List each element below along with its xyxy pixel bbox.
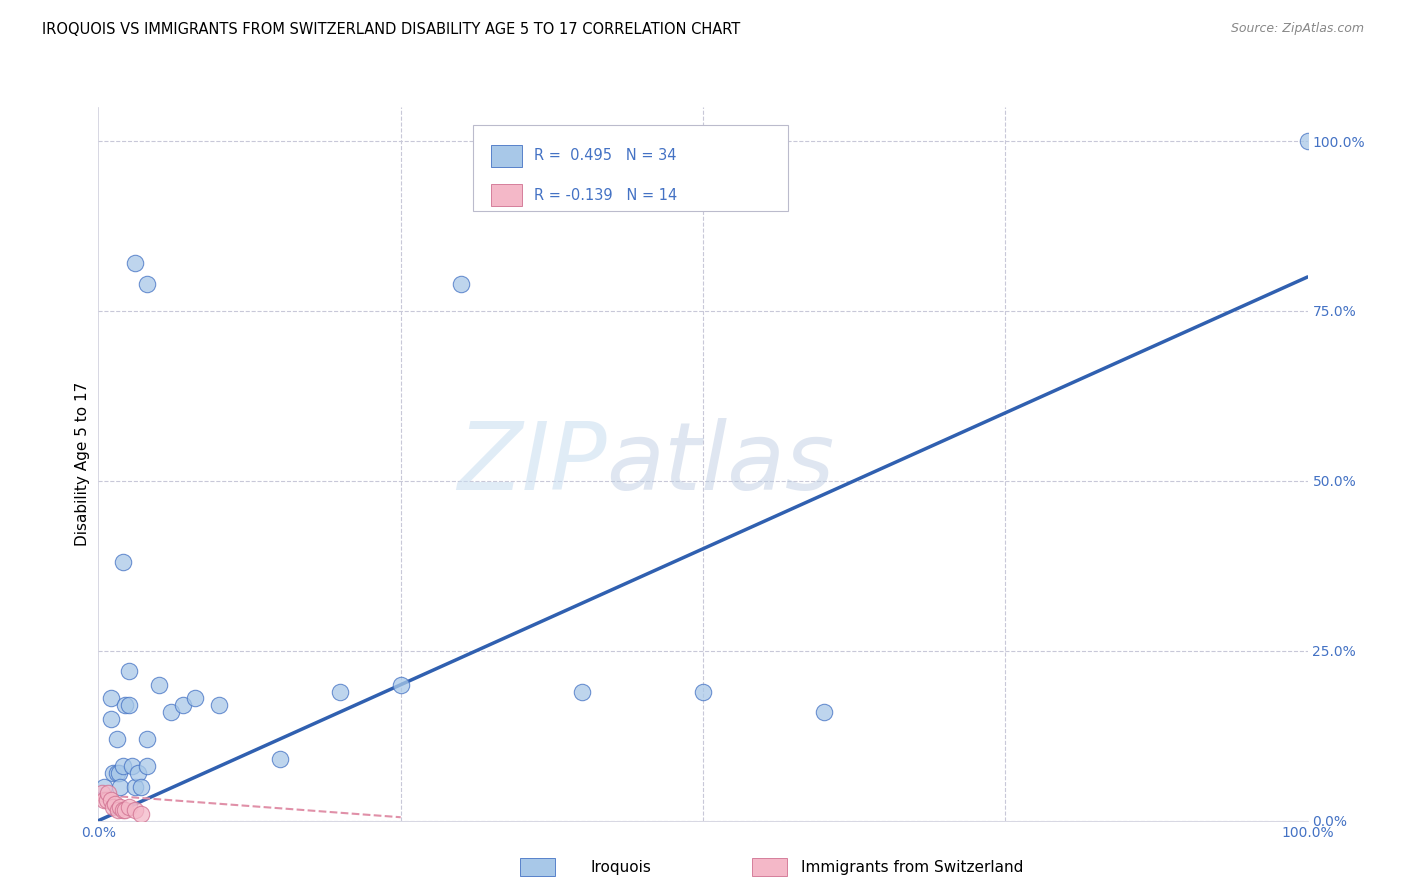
Point xyxy=(121,759,143,773)
Text: R = -0.139   N = 14: R = -0.139 N = 14 xyxy=(534,187,676,202)
Point xyxy=(127,766,149,780)
Point xyxy=(135,732,157,747)
Y-axis label: Disability Age 5 to 17: Disability Age 5 to 17 xyxy=(75,382,90,546)
Point xyxy=(114,698,136,712)
Point xyxy=(108,800,131,814)
Point xyxy=(93,780,115,794)
Point xyxy=(96,793,118,807)
Point xyxy=(269,752,291,766)
Text: IROQUOIS VS IMMIGRANTS FROM SWITZERLAND DISABILITY AGE 5 TO 17 CORRELATION CHART: IROQUOIS VS IMMIGRANTS FROM SWITZERLAND … xyxy=(42,22,741,37)
Point xyxy=(389,678,412,692)
Point xyxy=(184,691,207,706)
Point xyxy=(124,780,146,794)
Point xyxy=(124,804,146,818)
Point xyxy=(91,787,114,801)
Point xyxy=(208,698,231,712)
Point xyxy=(124,256,146,270)
FancyBboxPatch shape xyxy=(474,125,787,211)
Point xyxy=(97,787,120,801)
Point xyxy=(108,766,131,780)
Text: atlas: atlas xyxy=(606,418,835,509)
Point xyxy=(118,664,141,678)
Point xyxy=(111,555,134,569)
Text: Iroquois: Iroquois xyxy=(591,860,651,874)
Point xyxy=(118,800,141,814)
Point xyxy=(571,684,593,698)
Point xyxy=(100,793,122,807)
Point xyxy=(160,705,183,719)
Point xyxy=(135,759,157,773)
Text: Immigrants from Switzerland: Immigrants from Switzerland xyxy=(801,860,1024,874)
Text: Source: ZipAtlas.com: Source: ZipAtlas.com xyxy=(1230,22,1364,36)
Text: R =  0.495   N = 34: R = 0.495 N = 34 xyxy=(534,148,676,163)
Point xyxy=(105,766,128,780)
Point xyxy=(101,800,124,814)
Point xyxy=(105,732,128,747)
Point xyxy=(104,797,127,811)
Point xyxy=(93,793,115,807)
Point xyxy=(329,684,352,698)
Bar xyxy=(492,145,522,167)
Point xyxy=(129,806,152,821)
Point xyxy=(108,780,131,794)
Point xyxy=(1296,134,1319,148)
Point xyxy=(135,277,157,291)
Point xyxy=(118,698,141,712)
Point xyxy=(813,705,835,719)
Point xyxy=(111,804,134,818)
Bar xyxy=(492,185,522,206)
Point xyxy=(107,804,129,818)
Point xyxy=(450,277,472,291)
Point xyxy=(114,804,136,818)
Point xyxy=(129,780,152,794)
Point xyxy=(100,691,122,706)
Text: ZIP: ZIP xyxy=(457,418,606,509)
Point xyxy=(101,766,124,780)
Point xyxy=(100,712,122,726)
Point xyxy=(148,678,170,692)
Point xyxy=(111,759,134,773)
Point xyxy=(172,698,194,712)
Point xyxy=(692,684,714,698)
